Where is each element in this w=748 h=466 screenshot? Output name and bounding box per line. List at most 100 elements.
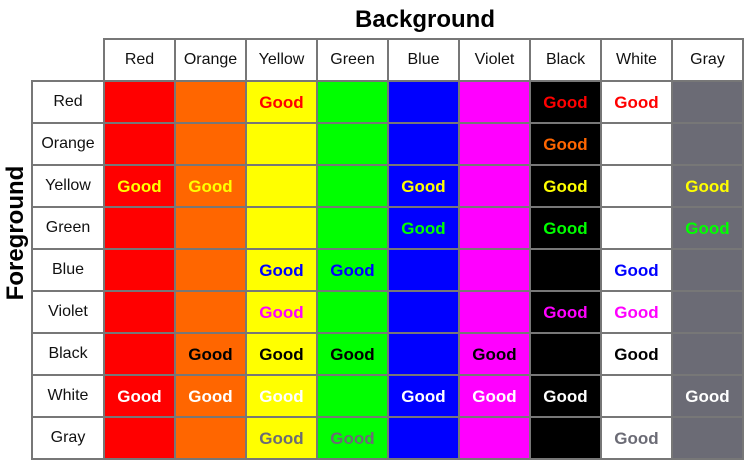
cell-label: Good	[472, 345, 517, 364]
cell-yellow-on-green	[316, 164, 389, 208]
table-row: Orange Good	[31, 122, 744, 166]
cell-white-on-red: Good	[103, 374, 176, 418]
cell-gray-on-blue	[387, 416, 460, 460]
cell-white-on-orange: Good	[174, 374, 247, 418]
column-header-red: Red	[103, 38, 176, 82]
cell-label: Good	[330, 429, 375, 448]
cell-black-on-violet: Good	[458, 332, 531, 376]
cell-orange-on-green	[316, 122, 389, 166]
cell-violet-on-black: Good	[529, 290, 602, 334]
column-header-blue: Blue	[387, 38, 460, 82]
cell-yellow-on-yellow	[245, 164, 318, 208]
row-header-gray: Gray	[31, 416, 105, 460]
cell-label: Good	[685, 177, 730, 196]
cell-violet-on-blue	[387, 290, 460, 334]
cell-orange-on-orange	[174, 122, 247, 166]
cell-black-on-blue	[387, 332, 460, 376]
cell-red-on-red	[103, 80, 176, 124]
table-row: Gray Good Good Good	[31, 416, 744, 460]
cell-blue-on-black	[529, 248, 602, 292]
cell-green-on-blue: Good	[387, 206, 460, 250]
cell-label: Good	[259, 429, 304, 448]
cell-red-on-green	[316, 80, 389, 124]
cell-orange-on-yellow	[245, 122, 318, 166]
cell-orange-on-red	[103, 122, 176, 166]
cell-label: Good	[188, 177, 233, 196]
cell-black-on-black	[529, 332, 602, 376]
cell-red-on-blue	[387, 80, 460, 124]
cell-blue-on-white: Good	[600, 248, 673, 292]
cell-label: Good	[472, 387, 517, 406]
cell-yellow-on-red: Good	[103, 164, 176, 208]
row-header-green: Green	[31, 206, 105, 250]
cell-gray-on-black	[529, 416, 602, 460]
cell-white-on-violet: Good	[458, 374, 531, 418]
cell-blue-on-yellow: Good	[245, 248, 318, 292]
column-header-black: Black	[529, 38, 602, 82]
cell-label: Good	[188, 387, 233, 406]
cell-label: Good	[543, 93, 588, 112]
cell-gray-on-yellow: Good	[245, 416, 318, 460]
cell-label: Good	[330, 345, 375, 364]
row-header-yellow: Yellow	[31, 164, 105, 208]
cell-red-on-gray	[671, 80, 744, 124]
cell-violet-on-red	[103, 290, 176, 334]
cell-orange-on-black: Good	[529, 122, 602, 166]
cell-label: Good	[259, 93, 304, 112]
cell-label: Good	[685, 219, 730, 238]
cell-label: Good	[401, 219, 446, 238]
cell-label: Good	[543, 177, 588, 196]
cell-green-on-green	[316, 206, 389, 250]
cell-yellow-on-orange: Good	[174, 164, 247, 208]
cell-red-on-violet	[458, 80, 531, 124]
column-header-green: Green	[316, 38, 389, 82]
cell-gray-on-white: Good	[600, 416, 673, 460]
cell-label: Good	[543, 303, 588, 322]
table-row: Green Good Good Good	[31, 206, 744, 250]
row-header-violet: Violet	[31, 290, 105, 334]
cell-orange-on-violet	[458, 122, 531, 166]
cell-violet-on-violet	[458, 290, 531, 334]
cell-label: Good	[614, 261, 659, 280]
cell-label: Good	[330, 261, 375, 280]
cell-orange-on-blue	[387, 122, 460, 166]
cell-label: Good	[614, 429, 659, 448]
cell-black-on-white: Good	[600, 332, 673, 376]
cell-violet-on-white: Good	[600, 290, 673, 334]
cell-white-on-yellow: Good	[245, 374, 318, 418]
cell-blue-on-orange	[174, 248, 247, 292]
column-header-yellow: Yellow	[245, 38, 318, 82]
cell-gray-on-green: Good	[316, 416, 389, 460]
cell-violet-on-green	[316, 290, 389, 334]
row-header-black: Black	[31, 332, 105, 376]
contrast-table: Red Orange Yellow Green Blue Violet Black White…	[31, 38, 744, 460]
table-row: White Good Good Good Good Good Good Good	[31, 374, 744, 418]
cell-black-on-orange: Good	[174, 332, 247, 376]
cell-yellow-on-white	[600, 164, 673, 208]
cell-label: Good	[543, 387, 588, 406]
row-header-blue: Blue	[31, 248, 105, 292]
cell-yellow-on-blue: Good	[387, 164, 460, 208]
cell-gray-on-gray	[671, 416, 744, 460]
cell-green-on-violet	[458, 206, 531, 250]
row-header-white: White	[31, 374, 105, 418]
cell-yellow-on-gray: Good	[671, 164, 744, 208]
cell-label: Good	[401, 387, 446, 406]
cell-orange-on-gray	[671, 122, 744, 166]
cell-black-on-yellow: Good	[245, 332, 318, 376]
column-header-violet: Violet	[458, 38, 531, 82]
cell-white-on-black: Good	[529, 374, 602, 418]
cell-label: Good	[614, 345, 659, 364]
cell-blue-on-violet	[458, 248, 531, 292]
table-row: Violet Good Good Good	[31, 290, 744, 334]
cell-yellow-on-violet	[458, 164, 531, 208]
cell-white-on-blue: Good	[387, 374, 460, 418]
table-row: Yellow Good Good Good Good Good	[31, 164, 744, 208]
corner-cell	[32, 39, 104, 81]
column-header-gray: Gray	[671, 38, 744, 82]
cell-label: Good	[259, 345, 304, 364]
cell-gray-on-violet	[458, 416, 531, 460]
cell-red-on-orange	[174, 80, 247, 124]
cell-label: Good	[117, 387, 162, 406]
cell-violet-on-orange	[174, 290, 247, 334]
